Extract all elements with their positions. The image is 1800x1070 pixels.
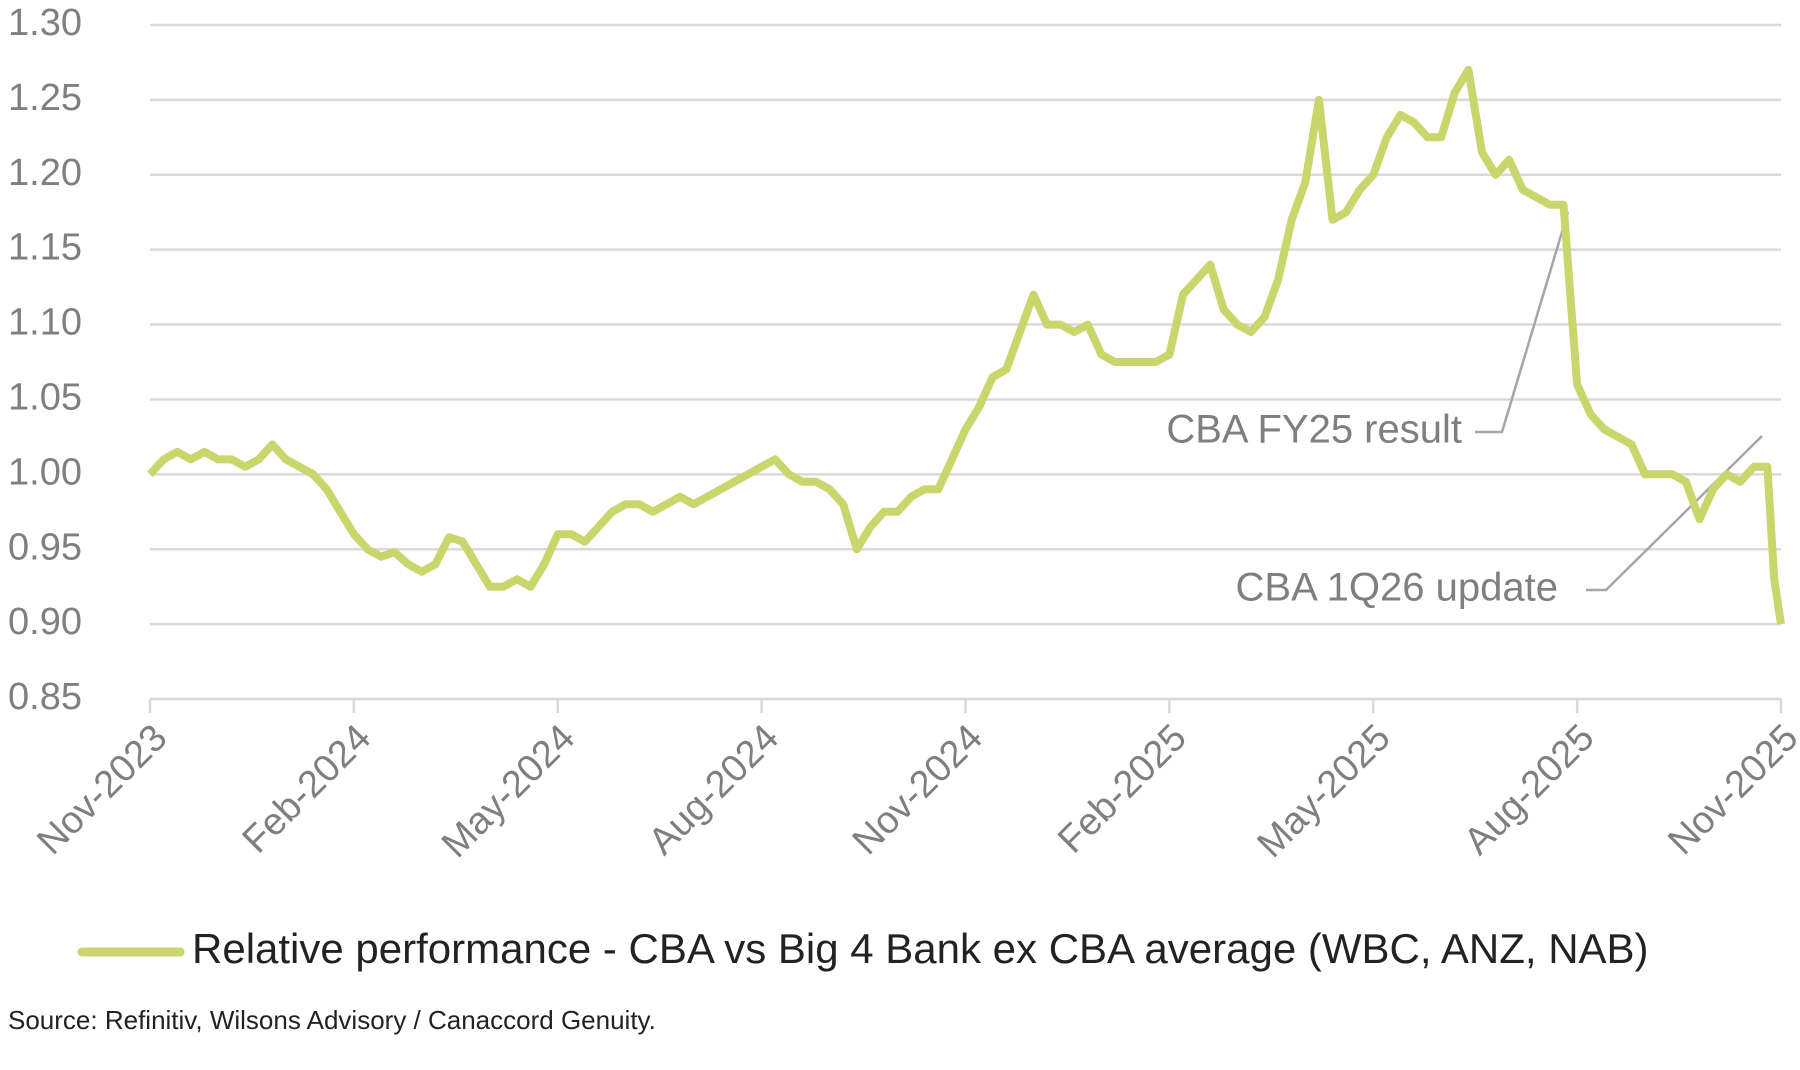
y-tick-label: 0.85 [8,676,82,718]
y-tick-label: 1.00 [8,451,82,493]
x-tick-label: May-2024 [434,717,583,866]
annotation-leader [1586,435,1763,592]
y-tick-label: 1.25 [8,77,82,119]
y-tick-label: 1.05 [8,376,82,418]
y-tick-label: 1.20 [8,152,82,194]
x-tick-label: Feb-2024 [235,717,380,862]
x-tick-label: Aug-2025 [1456,717,1602,863]
y-tick-label: 1.30 [8,2,82,44]
series-line [147,65,1785,625]
source-note: Source: Refinitiv, Wilsons Advisory / Ca… [8,1005,656,1035]
legend-label: Relative performance - CBA vs Big 4 Bank… [192,925,1649,972]
annotation: CBA FY25 result [1166,408,1462,452]
annotation-leader [1475,211,1570,434]
annotation-leaders [1475,211,1763,592]
x-tick-label: Nov-2024 [845,717,991,863]
y-tick-label: 0.95 [8,526,82,568]
annotation: CBA 1Q26 update [1236,566,1558,610]
x-tick-label: May-2025 [1250,717,1399,866]
y-tick-label: 0.90 [8,601,82,643]
x-tick-label: Nov-2025 [1660,717,1800,863]
x-tick-label: Nov-2023 [29,717,175,863]
x-tick-label: Aug-2024 [641,717,787,863]
y-tick-label: 1.15 [8,227,82,269]
y-tick-label: 1.10 [8,302,82,344]
x-tick-label: Feb-2025 [1050,717,1195,862]
